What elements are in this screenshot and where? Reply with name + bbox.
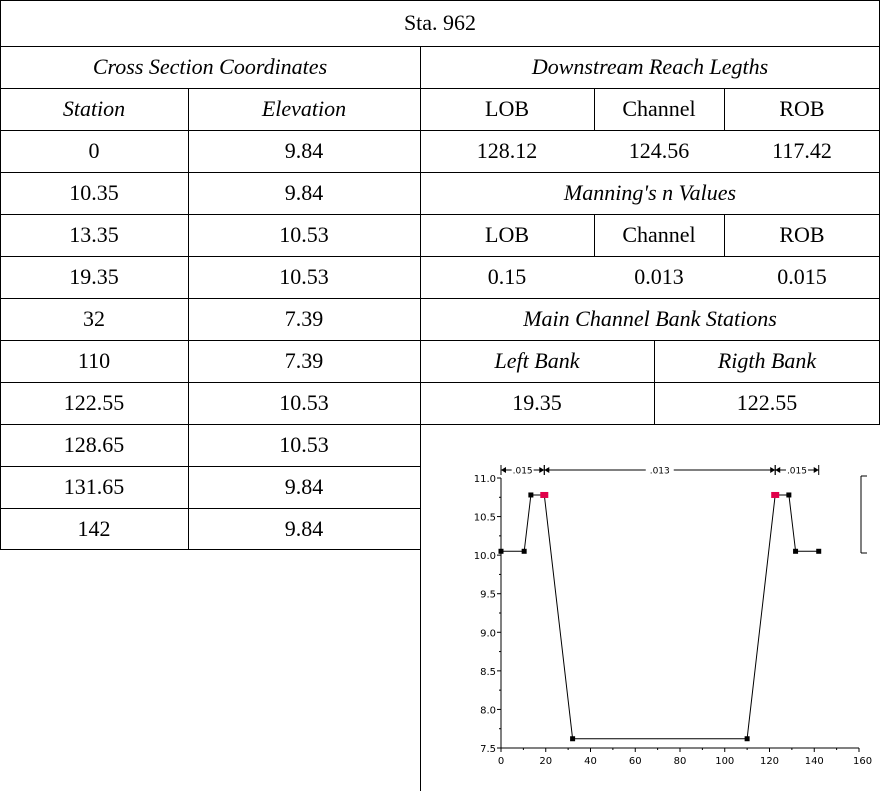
- reach-lob-label: LOB: [485, 96, 529, 121]
- n-value-label: .015: [787, 467, 807, 477]
- profile-point: [786, 492, 792, 498]
- coords-station-cell: 110: [77, 348, 111, 373]
- profile-point: [498, 548, 504, 554]
- left-bank-value: 19.35: [512, 390, 562, 415]
- n-arrow-head: [813, 467, 819, 473]
- x-tick-label: 20: [539, 756, 552, 767]
- y-tick-label: 7.5: [480, 744, 496, 755]
- n-value-label: .015: [513, 467, 533, 477]
- y-tick-label: 9.5: [480, 590, 496, 601]
- manning-lob-value: 0.15: [487, 264, 527, 289]
- coords-station-cell: 131.65: [63, 474, 125, 499]
- coords-elevation-cell: 9.84: [284, 474, 324, 499]
- banks-heading: Main Channel Bank Stations: [523, 306, 777, 331]
- x-tick-label: 100: [715, 756, 734, 767]
- y-tick-label: 10.0: [474, 551, 496, 562]
- coords-elevation-cell: 10.53: [279, 222, 329, 247]
- reach-lob-value: 128.12: [476, 138, 538, 163]
- manning-channel-label: Channel: [622, 222, 696, 247]
- n-arrow-head: [770, 467, 776, 473]
- col-station-header: Station: [62, 96, 126, 121]
- cross-section-plot: 7.5 8.0 8.5 9.0 9.5 10.0 10.5 11.0 0 20 40 60 80 100 1…: [474, 465, 872, 767]
- manning-heading: Manning's n Values: [563, 180, 737, 205]
- coords-station-cell: 122.55: [63, 390, 125, 415]
- n-value-label: .013: [650, 467, 670, 477]
- coords-elevation-cell: 10.53: [279, 390, 329, 415]
- table-title: Sta. 962: [403, 10, 477, 35]
- x-tick-label: 60: [629, 756, 642, 767]
- coords-elevation-cell: 9.84: [284, 138, 324, 163]
- manning-rob-value: 0.015: [777, 264, 827, 289]
- x-tick-label: 80: [674, 756, 687, 767]
- coords-elevation-cell: 7.39: [284, 348, 324, 373]
- profile-point: [744, 736, 750, 742]
- profile-point: [793, 548, 799, 554]
- n-arrow-head: [539, 467, 545, 473]
- reach-channel-value: 124.56: [628, 138, 690, 163]
- coords-elevation-cell: 7.39: [284, 306, 324, 331]
- ground-profile-line: [501, 494, 819, 740]
- coords-station-cell: 13.35: [69, 222, 119, 247]
- profile-point: [816, 548, 822, 554]
- profile-point: [528, 492, 534, 498]
- right-bank-value: 122.55: [736, 390, 798, 415]
- reach-heading: Downstream Reach Legths: [531, 54, 769, 79]
- right-bank-label: Rigth Bank: [717, 348, 817, 373]
- y-tick-label: 9.0: [480, 628, 496, 639]
- coords-station-cell: 128.65: [63, 432, 125, 457]
- x-tick-label: 160: [853, 756, 872, 767]
- coords-heading: Cross Section Coordinates: [92, 54, 328, 79]
- y-tick-label: 10.5: [474, 513, 496, 524]
- coords-elevation-cell: 10.53: [279, 432, 329, 457]
- col-elevation-header: Elevation: [261, 96, 347, 121]
- y-tick-label: 8.5: [480, 667, 496, 678]
- x-tick-label: 140: [805, 756, 824, 767]
- bank-station-marker: [771, 491, 780, 498]
- profile-point: [521, 548, 527, 554]
- bank-station-marker: [540, 491, 549, 498]
- coords-station-cell: 32: [83, 306, 105, 331]
- y-tick-label: 8.0: [480, 705, 496, 716]
- profile-point: [570, 736, 576, 742]
- x-tick-label: 0: [498, 756, 504, 767]
- n-arrow-head: [544, 467, 550, 473]
- left-bank-label: Left Bank: [494, 348, 580, 373]
- x-tick-label: 120: [760, 756, 779, 767]
- manning-channel-value: 0.013: [634, 264, 684, 289]
- x-tick-label: 40: [584, 756, 597, 767]
- coords-elevation-cell: 9.84: [284, 180, 324, 205]
- coords-station-cell: 10.35: [69, 180, 119, 205]
- coords-station-cell: 0: [88, 138, 100, 163]
- reach-channel-label: Channel: [622, 96, 696, 121]
- coords-elevation-cell: 10.53: [279, 264, 329, 289]
- manning-rob-label: ROB: [779, 222, 825, 247]
- coords-station-cell: 142: [77, 515, 111, 541]
- manning-lob-label: LOB: [485, 222, 529, 247]
- coords-elevation-cell: 9.84: [284, 515, 324, 541]
- n-arrow-head: [775, 467, 781, 473]
- reach-rob-label: ROB: [779, 96, 825, 121]
- y-tick-label: 11.0: [474, 474, 496, 485]
- n-arrow-head: [501, 467, 506, 473]
- coords-station-cell: 19.35: [69, 264, 119, 289]
- reach-rob-value: 117.42: [772, 138, 832, 163]
